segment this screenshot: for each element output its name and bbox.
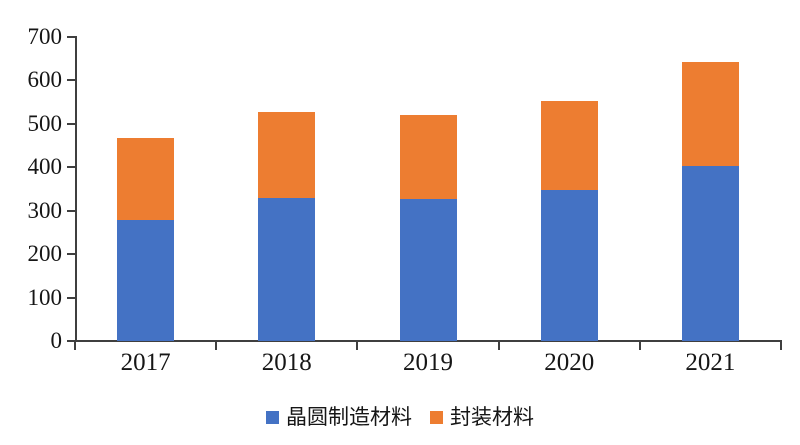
x-tick <box>780 341 782 350</box>
x-tick <box>215 341 218 350</box>
y-axis-label: 600 <box>27 67 63 93</box>
y-tick <box>67 296 75 299</box>
x-tick <box>497 341 500 350</box>
y-tick <box>67 209 75 212</box>
legend-item-packaging: 封装材料 <box>430 405 534 429</box>
bar-segment <box>399 115 457 199</box>
y-axis-label: 500 <box>27 110 63 136</box>
legend: 晶圆制造材料 封装材料 <box>0 405 800 429</box>
bar-segment <box>117 137 175 221</box>
bar-segment <box>681 62 739 166</box>
y-axis-label: 400 <box>27 154 63 180</box>
bar-segment <box>399 198 457 341</box>
bar-segment <box>540 100 598 190</box>
bar-segment <box>540 189 598 341</box>
legend-item-wafer: 晶圆制造材料 <box>266 405 412 429</box>
x-axis-label: 2017 <box>120 349 171 376</box>
x-axis-label: 2020 <box>544 349 595 376</box>
x-axis-label: 2018 <box>261 349 312 376</box>
x-axis-label: 2021 <box>685 349 736 376</box>
bar-segment <box>258 198 316 341</box>
y-axis-label: 100 <box>27 284 63 310</box>
y-tick <box>67 122 75 125</box>
y-tick <box>67 340 75 342</box>
bar-segment <box>117 220 175 341</box>
bar-group-2017 <box>117 137 175 341</box>
legend-label-wafer: 晶圆制造材料 <box>286 405 412 429</box>
x-axis-label: 2019 <box>402 349 453 376</box>
x-tick <box>356 341 359 350</box>
y-axis-label: 700 <box>27 24 63 49</box>
bar-segment <box>681 165 739 341</box>
y-axis-line <box>75 36 77 342</box>
y-axis-label: 0 <box>50 328 63 353</box>
x-tick <box>638 341 641 350</box>
x-tick <box>74 341 76 350</box>
legend-swatch-wafer-icon <box>266 410 279 424</box>
y-tick <box>67 79 75 82</box>
legend-label-packaging: 封装材料 <box>450 405 534 429</box>
y-tick <box>67 253 75 256</box>
bar-segment <box>258 112 316 199</box>
bar-group-2019 <box>399 115 457 341</box>
bar-group-2018 <box>258 112 316 341</box>
y-axis-label: 200 <box>27 241 63 267</box>
x-axis-line <box>74 340 782 342</box>
y-tick <box>67 36 75 38</box>
bar-group-2021 <box>681 62 739 341</box>
y-axis-label: 300 <box>27 197 63 223</box>
y-tick <box>67 166 75 169</box>
bar-group-2020 <box>540 100 598 341</box>
legend-swatch-packaging-icon <box>430 410 443 424</box>
